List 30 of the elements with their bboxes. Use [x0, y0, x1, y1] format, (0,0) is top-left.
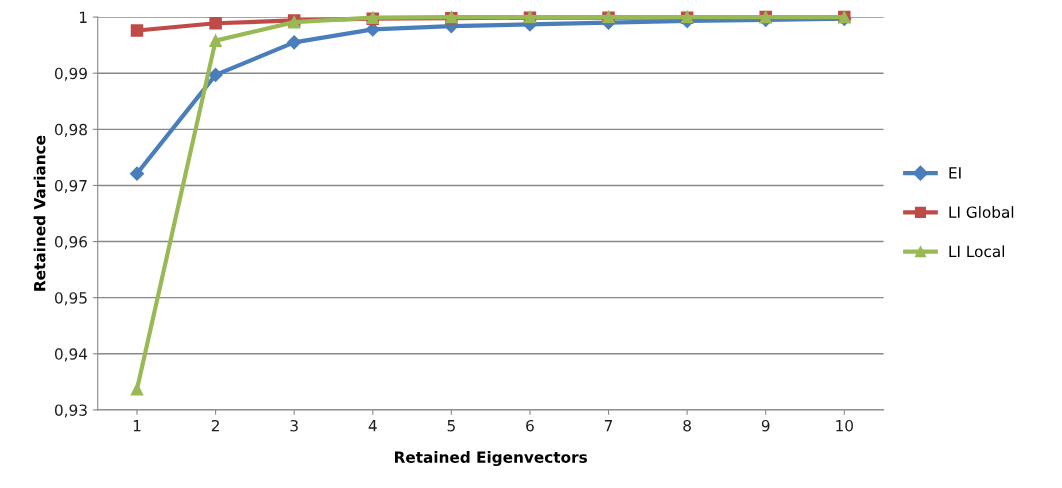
- x-tick-label: 6: [526, 419, 534, 432]
- point: [129, 166, 145, 181]
- y-axis-title: Retained Variance: [33, 135, 46, 291]
- x-axis-title: Retained Eigenvectors: [394, 451, 587, 466]
- legend-label: LI Local: [949, 245, 1005, 258]
- y-tick-label: 0,94: [54, 348, 88, 362]
- point: [130, 24, 144, 37]
- y-tick-label: 0,99: [54, 67, 87, 81]
- x-tick-label: 10: [836, 419, 853, 432]
- x-tick-label: 3: [290, 419, 298, 432]
- x-tick-label: 5: [447, 420, 455, 432]
- point: [208, 67, 223, 82]
- y-tick-label: 1: [79, 11, 87, 23]
- y-tick-label: 0,98: [54, 123, 87, 137]
- x-tick-label: 4: [368, 420, 377, 432]
- point: [209, 34, 222, 47]
- point: [130, 382, 144, 396]
- legend-label: EI: [949, 167, 961, 179]
- point: [209, 17, 222, 30]
- x-tick-label: 7: [604, 420, 613, 432]
- y-tick-label: 0,96: [54, 236, 88, 250]
- point: [287, 35, 302, 50]
- x-tick-label: 2: [211, 419, 219, 432]
- y-tick-label: 0,93: [54, 404, 87, 418]
- legend-label: LI Global: [949, 206, 1014, 218]
- x-tick-label: 8: [683, 419, 691, 432]
- y-tick-label: 0,97: [54, 179, 87, 194]
- x-tick-label: 1: [133, 420, 141, 432]
- x-tick-label: 9: [761, 419, 770, 432]
- y-tick-label: 0,95: [54, 292, 87, 306]
